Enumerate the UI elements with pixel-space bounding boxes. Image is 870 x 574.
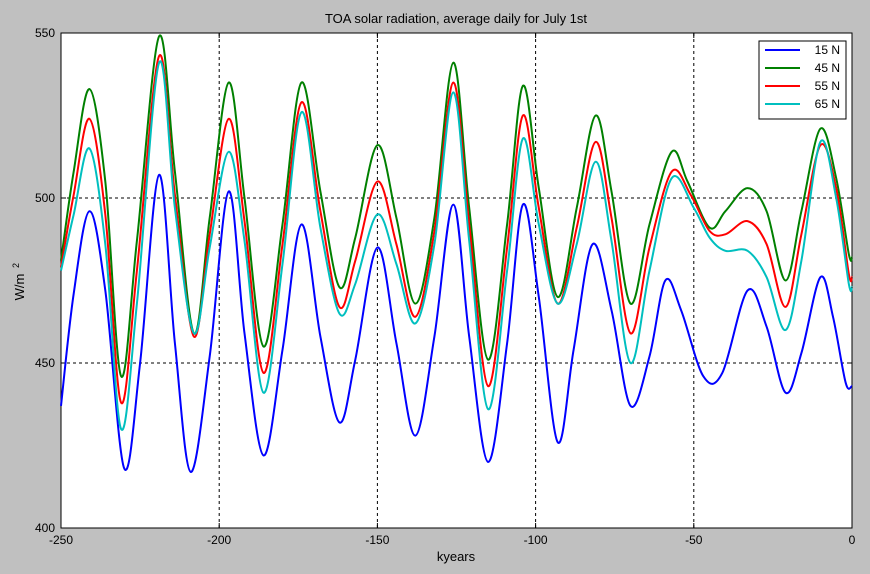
legend-label: 55 N xyxy=(815,79,840,93)
x-axis-label: kyears xyxy=(437,549,476,564)
x-tick-label: 0 xyxy=(849,533,856,547)
legend: 15 N 45 N 55 N 65 N xyxy=(758,40,847,120)
y-axis-ticks: 400 450 500 550 xyxy=(35,26,852,535)
legend-label: 15 N xyxy=(815,43,840,57)
y-axis-label-group: W/m 2 xyxy=(11,263,27,300)
legend-label: 65 N xyxy=(815,97,840,111)
x-tick-label: -50 xyxy=(685,533,703,547)
series-line-45-n xyxy=(60,34,853,378)
x-tick-label: -200 xyxy=(207,533,231,547)
series-lines xyxy=(60,34,853,473)
plot-area xyxy=(60,32,853,529)
legend-box xyxy=(758,40,847,120)
x-tick-label: -100 xyxy=(524,533,548,547)
x-tick-label: -150 xyxy=(365,533,389,547)
y-tick-label: 550 xyxy=(35,26,55,40)
chart-title: TOA solar radiation, average daily for J… xyxy=(325,11,587,26)
x-axis-ticks: -250 -200 -150 -100 -50 0 xyxy=(49,33,856,547)
series-line-65-n xyxy=(60,60,853,431)
x-tick-label: -250 xyxy=(49,533,73,547)
y-axis-label-superscript: 2 xyxy=(11,263,21,268)
y-axis-label: W/m xyxy=(12,274,27,301)
legend-label: 45 N xyxy=(815,61,840,75)
y-tick-label: 500 xyxy=(35,191,55,205)
y-tick-label: 400 xyxy=(35,521,55,535)
series-line-15-n xyxy=(60,173,853,473)
y-tick-label: 450 xyxy=(35,356,55,370)
